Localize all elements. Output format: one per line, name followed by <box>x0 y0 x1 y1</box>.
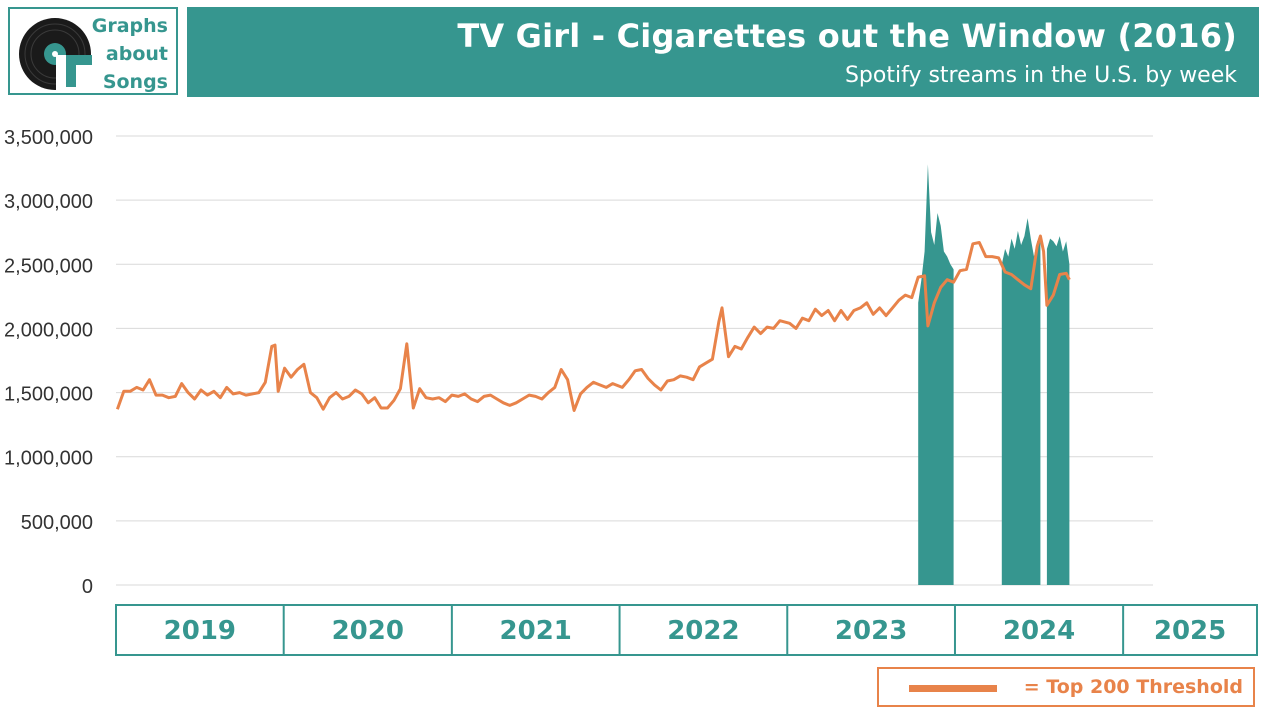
logo-line-2: about <box>105 43 168 65</box>
legend: = Top 200 Threshold <box>877 667 1255 707</box>
top200-threshold-area <box>1046 236 1070 585</box>
legend-line-swatch <box>909 685 997 692</box>
top200-threshold-area <box>1001 218 1041 585</box>
chart-title: TV Girl - Cigarettes out the Window (201… <box>457 17 1237 55</box>
chart-subtitle: Spotify streams in the U.S. by week <box>844 63 1237 88</box>
year-label: 2020 <box>332 616 404 646</box>
year-label: 2024 <box>1003 616 1075 646</box>
title-banner: TV Girl - Cigarettes out the Window (201… <box>187 7 1259 97</box>
year-label: 2022 <box>667 616 739 646</box>
y-tick-label: 3,000,000 <box>4 191 93 213</box>
y-tick-label: 0 <box>82 576 93 598</box>
y-tick-label: 2,000,000 <box>4 319 93 341</box>
logo-line-1: Graphs <box>91 15 168 37</box>
year-label: 2023 <box>835 616 907 646</box>
y-tick-label: 2,500,000 <box>4 255 93 277</box>
y-tick-label: 3,500,000 <box>4 127 93 149</box>
year-label: 2019 <box>164 616 236 646</box>
top200-threshold-area <box>918 164 954 585</box>
streams-line <box>115 234 1071 412</box>
graphs-about-songs-logo: Graphs about Songs <box>8 7 178 95</box>
year-label: 2025 <box>1154 616 1226 646</box>
logo-line-3: Songs <box>102 71 168 93</box>
legend-label: = Top 200 Threshold <box>1023 676 1243 698</box>
y-tick-label: 1,000,000 <box>4 448 93 470</box>
vinyl-record-icon <box>19 18 96 92</box>
year-label: 2021 <box>500 616 572 646</box>
y-tick-label: 500,000 <box>21 512 93 534</box>
year-axis-box <box>115 604 1258 656</box>
y-tick-label: 1,500,000 <box>4 384 93 406</box>
